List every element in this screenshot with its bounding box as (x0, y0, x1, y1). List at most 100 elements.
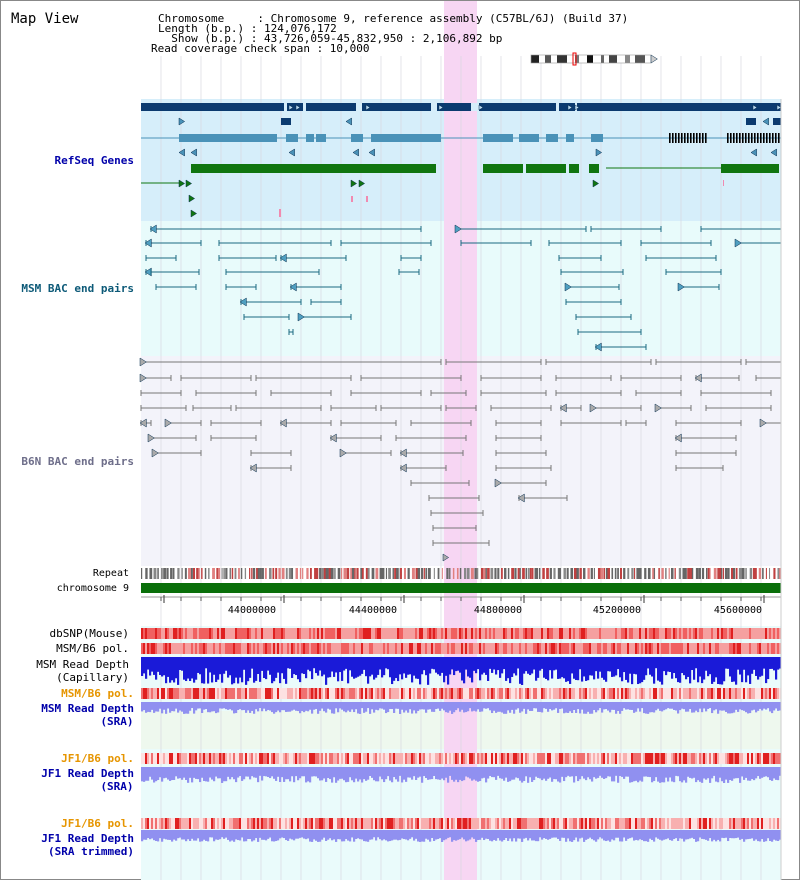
jf1-trimmed-depth-bar (333, 830, 336, 840)
msm-b6-pol-heat-cell (535, 688, 538, 699)
jf1-b6-pol-heat-cell (515, 818, 518, 829)
msm-capillary-depth-bar (359, 657, 362, 676)
msm-capillary-depth-bar (717, 657, 720, 684)
msm-capillary-depth-bar (517, 657, 520, 669)
jf1-b6-pol-heat-cell (477, 818, 480, 829)
msm-capillary-depth-bar (601, 657, 604, 678)
msm-sra-depth-bar (471, 702, 474, 712)
msm-b6-pol-heat-cell (245, 688, 248, 699)
dbsnp-heat-cell (565, 628, 568, 639)
msm-b6-pol-heat-cell (553, 688, 556, 699)
jf1-trimmed-depth-bar (697, 830, 700, 842)
repeat-element (328, 568, 332, 579)
jf1-b6-pol-heat-cell (743, 753, 746, 764)
jf1-trimmed-depth-bar (293, 830, 296, 841)
msm-b6-pol-heat-cell (731, 643, 734, 654)
msm-sra-depth-bar (663, 702, 666, 711)
jf1-sra-depth-bar (327, 767, 330, 778)
msm-b6-pol-heat-cell (583, 643, 586, 654)
jf1-trimmed-depth-bar (615, 830, 618, 838)
jf1-b6-pol-heat-cell (693, 753, 696, 764)
gene-gap (471, 103, 479, 111)
dbsnp-heat-cell (461, 628, 464, 639)
dbsnp-heat-cell (231, 628, 234, 639)
msm-b6-pol-heat-cell (541, 643, 544, 654)
jf1-b6-pol-heat-cell (537, 753, 540, 764)
jf1-trimmed-depth-bar (377, 830, 380, 838)
msm-b6-pol-heat-cell (373, 643, 376, 654)
dbsnp-heat-cell (265, 628, 268, 639)
jf1-trimmed-depth-bar (447, 830, 450, 838)
jf1-b6-pol-heat-cell (517, 753, 520, 764)
jf1-sra-depth-bar (561, 767, 564, 777)
repeat-element (490, 568, 494, 579)
dbsnp-heat-cell (429, 628, 432, 639)
repeat-element (316, 568, 319, 579)
axis-tick-label: 45200000 (592, 605, 642, 616)
msm-b6-pol-heat-cell (587, 643, 590, 654)
dbsnp-heat-cell (239, 628, 242, 639)
msm-sra-depth-bar (169, 702, 172, 713)
msm-sra-depth-bar (563, 702, 566, 714)
msm-sra-depth-bar (355, 702, 358, 710)
jf1-sra-depth-bar (755, 767, 758, 779)
jf1-b6-pol-heat-cell (357, 818, 360, 829)
msm-b6-pol-heat-cell (287, 643, 290, 654)
msm-sra-depth-bar (531, 702, 534, 711)
msm-sra-depth-bar (737, 702, 740, 712)
msm-b6-pol-heat-cell (649, 688, 652, 699)
dbsnp-heat-cell (683, 628, 686, 639)
dbsnp-heat-cell (577, 628, 580, 639)
jf1-sra-depth-bar (607, 767, 610, 777)
msm-b6-pol-heat-cell (441, 643, 444, 654)
repeat-element (216, 568, 220, 579)
jf1-b6-pol-heat-cell (363, 818, 366, 829)
jf1-b6-pol-heat-cell (661, 818, 664, 829)
msm-sra-depth-bar (207, 702, 210, 713)
jf1-b6-pol-heat-cell (199, 753, 202, 764)
msm-b6-pol-heat-cell (645, 643, 648, 654)
msm-capillary-depth-bar (675, 657, 678, 679)
jf1-b6-pol-heat-cell (765, 818, 768, 829)
jf1-b6-pol-heat-cell (663, 818, 666, 829)
jf1-trimmed-depth-bar (455, 830, 458, 841)
jf1-b6-pol-heat-cell (147, 753, 150, 764)
msm-sra-depth-bar (247, 702, 250, 711)
msm-b6-pol-heat-cell (277, 643, 280, 654)
jf1-sra-depth-bar (295, 767, 298, 777)
jf1-sra-depth-bar (691, 767, 694, 779)
bac-end-arrow (734, 238, 742, 248)
msm-b6-pol-heat-cell (615, 688, 618, 699)
msm-b6-pol-heat-cell (663, 643, 666, 654)
msm-sra-depth-bar (447, 702, 450, 713)
msm-capillary-depth-bar (513, 657, 516, 674)
ideogram-band (601, 55, 604, 63)
repeat-element (674, 568, 676, 579)
msm-sra-depth-bar (233, 702, 236, 714)
msm-capillary-depth-bar (343, 657, 346, 671)
jf1-sra-depth-bar (537, 767, 540, 778)
jf1-b6-pol-heat-cell (329, 753, 332, 764)
msm-capillary-depth-bar (771, 657, 774, 669)
jf1-sra-depth-bar (217, 767, 220, 779)
jf1-b6-pol-heat-cell (417, 818, 420, 829)
repeat-element (192, 568, 196, 579)
jf1-trimmed-depth-bar (195, 830, 198, 841)
msm-capillary-depth-bar (663, 657, 666, 672)
jf1-sra-depth-bar (745, 767, 748, 778)
msm-b6-pol-heat-cell (565, 688, 568, 699)
msm-b6-pol-heat-cell (689, 643, 692, 654)
jf1-sra-depth-bar (769, 767, 772, 781)
jf1-b6-pol-heat-cell (483, 818, 486, 829)
dbsnp-heat-cell (567, 628, 570, 639)
dbsnp-heat-cell (491, 628, 494, 639)
repeat-element (385, 568, 388, 579)
msm-sra-depth-bar (641, 702, 644, 709)
gene-exon (733, 133, 735, 143)
jf1-b6-pol-heat-cell (289, 818, 292, 829)
dbsnp-heat-cell (347, 628, 350, 639)
jf1-trimmed-depth-bar (315, 830, 318, 841)
jf1-trimmed-depth-bar (547, 830, 550, 840)
msm-b6-pol-heat-cell (145, 688, 148, 699)
msm-sra-depth-bar (515, 702, 518, 710)
